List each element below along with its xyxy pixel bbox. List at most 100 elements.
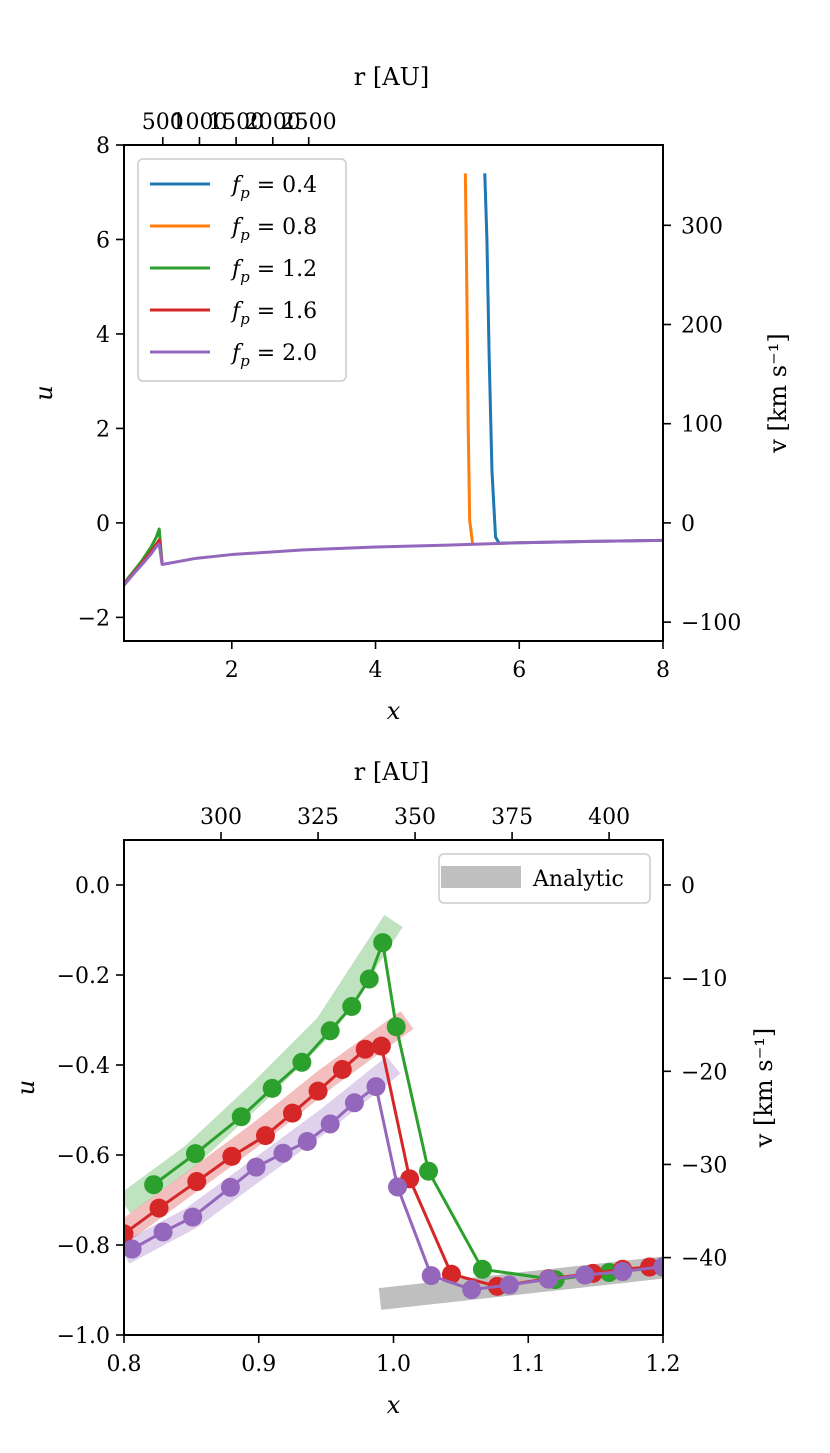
data-point-0-0 [144, 1175, 164, 1195]
right-y-tick-label: −20 [681, 1060, 727, 1085]
data-point-2-6 [297, 1132, 317, 1151]
legend-box [137, 158, 347, 382]
x-tick-label: 1.0 [376, 1352, 411, 1377]
data-point-1-4 [255, 1126, 275, 1146]
x-tick-label: 6 [512, 658, 526, 683]
data-point-1-11 [441, 1264, 461, 1284]
plot-area [124, 173, 663, 587]
top-x-tick-label: 1500 [208, 110, 264, 135]
legend-label-0: fp = 0.4 [230, 173, 317, 202]
data-point-2-2 [183, 1207, 203, 1227]
legend-label-sub: p [240, 310, 250, 328]
data-point-2-14 [538, 1269, 558, 1289]
axes-frame [123, 839, 664, 1336]
data-point-2-7 [320, 1114, 340, 1134]
x-axis-label: x [387, 1391, 401, 1419]
right-y-tick-label: 0 [681, 874, 695, 899]
data-point-1-7 [332, 1060, 352, 1079]
legend-label-value: = 1.6 [250, 299, 317, 324]
data-point-0-11 [472, 1259, 492, 1279]
legend-label-value: = 1.2 [250, 257, 317, 282]
y-tick-label: −0.4 [57, 1054, 110, 1079]
x-tick-label: 2 [225, 658, 239, 683]
right-y-axis-label: v [km s⁻¹] [750, 1028, 778, 1148]
x-axis-label: x [387, 697, 401, 725]
x-tick-label: 0.9 [241, 1352, 276, 1377]
y-tick-label: 0 [96, 512, 110, 537]
legend-label-analytic: Analytic [532, 867, 624, 892]
right-y-tick-label: 0 [681, 512, 695, 537]
y-tick-label: 8 [96, 134, 110, 159]
data-point-1-2 [187, 1172, 207, 1192]
x-tick-label: 8 [656, 658, 670, 683]
data-point-2-17 [653, 1257, 663, 1277]
data-point-2-4 [246, 1157, 266, 1177]
legend-label-1: fp = 0.8 [230, 215, 317, 244]
top-x-tick-label: 325 [297, 805, 339, 830]
data-point-2-12 [462, 1280, 482, 1300]
right-y-axis-label: v [km s⁻¹] [764, 333, 792, 453]
y-tick-label: 4 [96, 323, 110, 348]
data-point-2-8 [344, 1093, 364, 1113]
legend-label-sub: p [240, 226, 250, 244]
y-tick-label: −1.0 [57, 1324, 110, 1349]
series-line-1 [463, 173, 475, 544]
right-y-tick-label: −30 [681, 1153, 727, 1178]
data-point-1-1 [149, 1198, 169, 1218]
data-point-0-3 [262, 1078, 282, 1098]
right-y-tick-label: −10 [681, 967, 727, 992]
top-x-tick-label: 375 [491, 805, 533, 830]
top-x-tick-label: 2000 [245, 110, 301, 135]
data-point-1-9 [371, 1036, 391, 1056]
top-x-axis-label: r [AU] [354, 758, 429, 786]
data-point-0-1 [185, 1144, 205, 1164]
data-point-1-3 [222, 1146, 242, 1166]
data-point-2-5 [273, 1143, 293, 1163]
right-y-tick-label: 200 [681, 314, 723, 339]
y-tick-label: −0.8 [57, 1234, 110, 1259]
legend-label-value: = 0.4 [250, 173, 317, 198]
y-tick-label: 0.0 [75, 874, 110, 899]
legend-label-value: = 0.8 [250, 215, 317, 240]
data-point-2-9 [366, 1077, 386, 1097]
axes-frame [123, 144, 664, 642]
x-tick-label: 1.1 [511, 1352, 546, 1377]
data-point-1-8 [355, 1039, 375, 1059]
legend-label-value: = 2.0 [250, 341, 317, 366]
data-point-0-8 [373, 933, 393, 953]
y-tick-label: −0.2 [57, 964, 110, 989]
data-point-2-3 [220, 1177, 240, 1197]
data-point-2-13 [499, 1275, 519, 1295]
x-tick-label: 1.2 [646, 1352, 681, 1377]
data-point-2-10 [388, 1177, 408, 1197]
right-y-tick-label: 100 [681, 413, 723, 438]
legend-label-2: fp = 1.2 [230, 257, 317, 286]
legend-label-sub: p [240, 268, 250, 286]
series-line-4 [124, 538, 663, 587]
data-point-1-6 [308, 1081, 328, 1101]
data-point-0-4 [292, 1052, 312, 1072]
data-point-1-0 [124, 1224, 134, 1244]
legend-label-4: fp = 2.0 [230, 341, 317, 370]
legend-label-sub: p [240, 184, 250, 202]
data-point-0-9 [386, 1017, 406, 1037]
data-point-2-11 [421, 1266, 441, 1286]
y-tick-label: 6 [96, 228, 110, 253]
data-point-2-15 [575, 1265, 595, 1285]
data-point-0-10 [419, 1161, 439, 1181]
y-axis-label: u [12, 1080, 40, 1095]
data-point-2-0 [124, 1239, 142, 1259]
top-x-tick-label: 2500 [281, 110, 337, 135]
x-tick-label: 4 [369, 658, 383, 683]
data-point-0-2 [231, 1107, 251, 1127]
right-y-tick-label: 300 [681, 214, 723, 239]
data-point-0-7 [359, 969, 379, 989]
top-x-tick-label: 350 [394, 805, 436, 830]
top-x-tick-label: 500 [142, 110, 184, 135]
data-point-2-1 [153, 1222, 173, 1242]
data-point-0-5 [320, 1021, 340, 1041]
data-point-0-6 [342, 997, 362, 1016]
data-point-2-16 [613, 1262, 633, 1282]
